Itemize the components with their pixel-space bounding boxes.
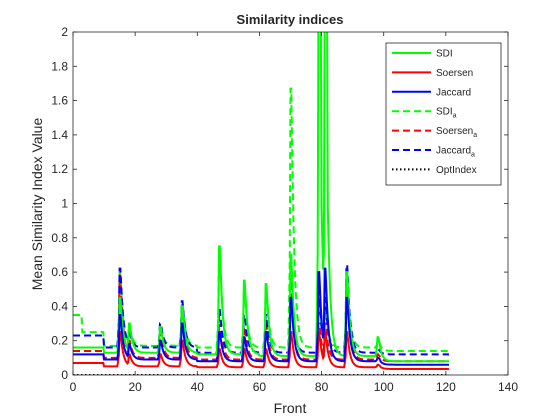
y-axis-label: Mean Similarity Index Value	[29, 118, 45, 291]
x-tick-label: 0	[70, 380, 77, 394]
legend-entry: Jaccarda	[436, 146, 475, 159]
legend-entry: Soersen	[436, 68, 473, 79]
legend: SDI Soersen Jaccard SDIa Soersena Jaccarda Opt…	[385, 42, 502, 186]
x-tick-label: 80	[315, 380, 329, 394]
legend-entry: OptIndex	[436, 165, 477, 176]
x-tick-label: 100	[374, 380, 394, 394]
series-line-sdi-a	[73, 87, 449, 352]
y-tick-label: 2	[61, 25, 68, 39]
legend-entry: Soersena	[436, 126, 477, 139]
series-line-soersen	[73, 331, 449, 370]
y-tick-label: 1.2	[51, 162, 68, 176]
x-tick-label: 20	[128, 380, 142, 394]
y-tick-label: 0.2	[51, 334, 68, 348]
x-tick-label: 140	[498, 380, 518, 394]
legend-entry: SDI	[436, 49, 453, 60]
y-tick-label: 1.6	[51, 94, 68, 108]
y-tick-label: 1.4	[51, 128, 68, 142]
x-tick-label: 40	[191, 380, 205, 394]
legend-entry: Jaccard	[436, 87, 471, 98]
x-tick-label: 120	[436, 380, 456, 394]
y-tick-label: 1	[61, 197, 68, 211]
y-axis: 0 0.2 0.4 0.6 0.8 1 1.2 1.4 1.6 1.8 2	[51, 25, 508, 382]
y-tick-label: 0.8	[51, 231, 68, 245]
series-line-sdi	[73, 32, 449, 363]
y-tick-label: 0.6	[51, 265, 68, 279]
legend-entry: SDIa	[436, 107, 457, 120]
y-tick-label: 1.8	[51, 59, 68, 73]
series-line-jaccard	[73, 267, 449, 366]
x-axis-label: Front	[274, 400, 307, 416]
y-tick-label: 0	[61, 368, 68, 382]
series-line-jaccard-a	[73, 264, 449, 356]
y-tick-label: 0.4	[51, 299, 68, 313]
x-tick-label: 60	[253, 380, 267, 394]
chart-title: Similarity indices	[237, 12, 344, 27]
series-layer	[73, 32, 449, 375]
legend-box	[385, 42, 502, 186]
x-axis: 0 20 40 60 80 100 120 140	[70, 32, 518, 394]
